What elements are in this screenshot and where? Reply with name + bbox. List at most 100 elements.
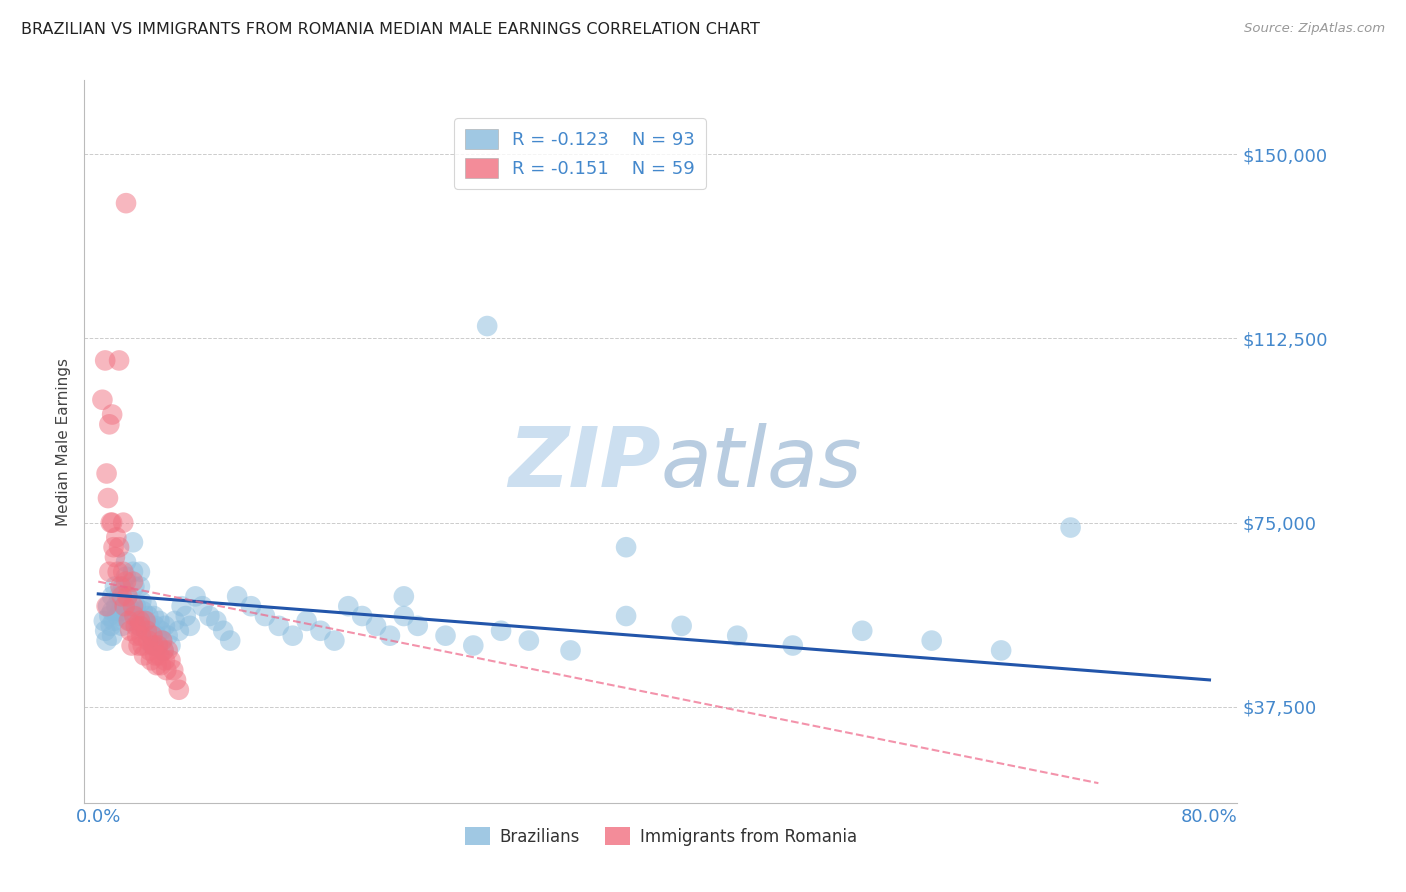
Point: [406, 619, 429, 633]
Point: [104, 580, 127, 594]
Point: [212, 624, 235, 638]
Point: [205, 614, 228, 628]
Point: [1059, 520, 1081, 534]
Point: [517, 633, 540, 648]
Point: [477, 319, 499, 334]
Point: [108, 590, 131, 604]
Point: [107, 565, 129, 579]
Point: [198, 609, 221, 624]
Point: [148, 614, 170, 628]
Point: [149, 624, 172, 638]
Point: [131, 629, 153, 643]
Point: [125, 619, 148, 633]
Point: [115, 196, 138, 211]
Point: [117, 590, 139, 604]
Point: [132, 614, 155, 628]
Point: [121, 604, 143, 618]
Point: [725, 629, 748, 643]
Point: [127, 629, 149, 643]
Point: [165, 673, 187, 687]
Point: [129, 580, 152, 594]
Point: [118, 614, 141, 628]
Point: [121, 639, 143, 653]
Point: [143, 619, 166, 633]
Point: [139, 629, 162, 643]
Point: [96, 599, 118, 614]
Point: [614, 540, 637, 554]
Point: [174, 609, 197, 624]
Point: [159, 653, 181, 667]
Point: [108, 540, 131, 554]
Point: [124, 609, 146, 624]
Point: [170, 599, 193, 614]
Point: [122, 574, 145, 589]
Point: [122, 599, 145, 614]
Point: [143, 648, 166, 663]
Point: [124, 580, 146, 594]
Point: [101, 516, 124, 530]
Point: [122, 535, 145, 549]
Point: [120, 614, 142, 628]
Point: [253, 609, 276, 624]
Point: [139, 653, 162, 667]
Point: [309, 624, 332, 638]
Point: [141, 639, 163, 653]
Point: [108, 353, 131, 368]
Point: [111, 590, 134, 604]
Point: [337, 599, 360, 614]
Point: [101, 590, 124, 604]
Point: [134, 624, 156, 638]
Point: [145, 629, 167, 643]
Point: [114, 599, 136, 614]
Point: [103, 614, 125, 628]
Point: [184, 590, 207, 604]
Point: [149, 658, 172, 673]
Point: [434, 629, 457, 643]
Point: [156, 629, 179, 643]
Point: [179, 619, 201, 633]
Point: [101, 408, 124, 422]
Point: [110, 580, 132, 594]
Point: [191, 599, 214, 614]
Point: [267, 619, 290, 633]
Point: [112, 516, 135, 530]
Point: [101, 604, 124, 618]
Point: [167, 682, 190, 697]
Point: [117, 590, 139, 604]
Text: Source: ZipAtlas.com: Source: ZipAtlas.com: [1244, 22, 1385, 36]
Point: [97, 599, 120, 614]
Point: [128, 619, 150, 633]
Point: [136, 609, 159, 624]
Point: [129, 565, 152, 579]
Point: [352, 609, 374, 624]
Point: [134, 614, 156, 628]
Point: [132, 648, 155, 663]
Point: [378, 629, 401, 643]
Point: [93, 614, 115, 628]
Point: [153, 653, 176, 667]
Point: [98, 417, 121, 432]
Point: [990, 643, 1012, 657]
Point: [135, 624, 157, 638]
Point: [100, 516, 122, 530]
Point: [105, 599, 128, 614]
Point: [111, 619, 134, 633]
Point: [364, 619, 387, 633]
Point: [226, 590, 249, 604]
Point: [131, 639, 153, 653]
Point: [94, 624, 117, 638]
Point: [101, 629, 124, 643]
Point: [560, 643, 582, 657]
Point: [614, 609, 637, 624]
Point: [122, 565, 145, 579]
Point: [167, 624, 190, 638]
Point: [96, 633, 118, 648]
Point: [103, 540, 125, 554]
Point: [114, 599, 136, 614]
Point: [115, 555, 138, 569]
Point: [152, 643, 174, 657]
Point: [155, 663, 177, 677]
Point: [118, 599, 141, 614]
Point: [135, 599, 157, 614]
Point: [145, 658, 167, 673]
